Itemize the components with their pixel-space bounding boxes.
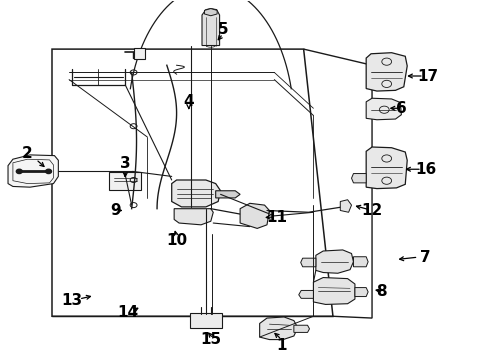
FancyBboxPatch shape — [190, 314, 222, 328]
Polygon shape — [366, 53, 407, 91]
Text: 1: 1 — [276, 338, 287, 353]
Text: 3: 3 — [120, 156, 131, 171]
Circle shape — [46, 169, 51, 174]
Text: 2: 2 — [22, 145, 33, 161]
Polygon shape — [204, 9, 217, 16]
Polygon shape — [355, 288, 368, 297]
Polygon shape — [366, 98, 401, 120]
Text: 16: 16 — [415, 162, 437, 177]
Text: 14: 14 — [117, 305, 138, 320]
Polygon shape — [351, 174, 366, 183]
Polygon shape — [340, 200, 351, 212]
Polygon shape — [8, 155, 58, 187]
Polygon shape — [216, 191, 240, 198]
Text: 7: 7 — [420, 249, 431, 265]
Text: 12: 12 — [362, 203, 383, 218]
Text: 13: 13 — [61, 293, 82, 308]
Polygon shape — [301, 258, 316, 267]
Polygon shape — [174, 209, 213, 225]
Text: 10: 10 — [166, 234, 187, 248]
Text: 6: 6 — [396, 101, 407, 116]
Text: 11: 11 — [266, 210, 287, 225]
Polygon shape — [240, 203, 270, 228]
Text: 9: 9 — [110, 203, 121, 218]
Polygon shape — [314, 278, 355, 305]
Text: 17: 17 — [417, 68, 439, 84]
Polygon shape — [294, 325, 310, 332]
Polygon shape — [353, 257, 368, 267]
Polygon shape — [316, 250, 353, 273]
FancyBboxPatch shape — [134, 48, 145, 59]
Circle shape — [16, 169, 22, 174]
Text: 5: 5 — [218, 22, 228, 37]
Polygon shape — [202, 9, 220, 45]
Polygon shape — [172, 180, 220, 207]
Text: 4: 4 — [183, 94, 194, 109]
Polygon shape — [299, 291, 314, 298]
Polygon shape — [366, 147, 407, 189]
Polygon shape — [260, 317, 298, 339]
Text: 8: 8 — [376, 284, 387, 299]
FancyBboxPatch shape — [109, 172, 142, 190]
Text: 15: 15 — [200, 332, 221, 347]
